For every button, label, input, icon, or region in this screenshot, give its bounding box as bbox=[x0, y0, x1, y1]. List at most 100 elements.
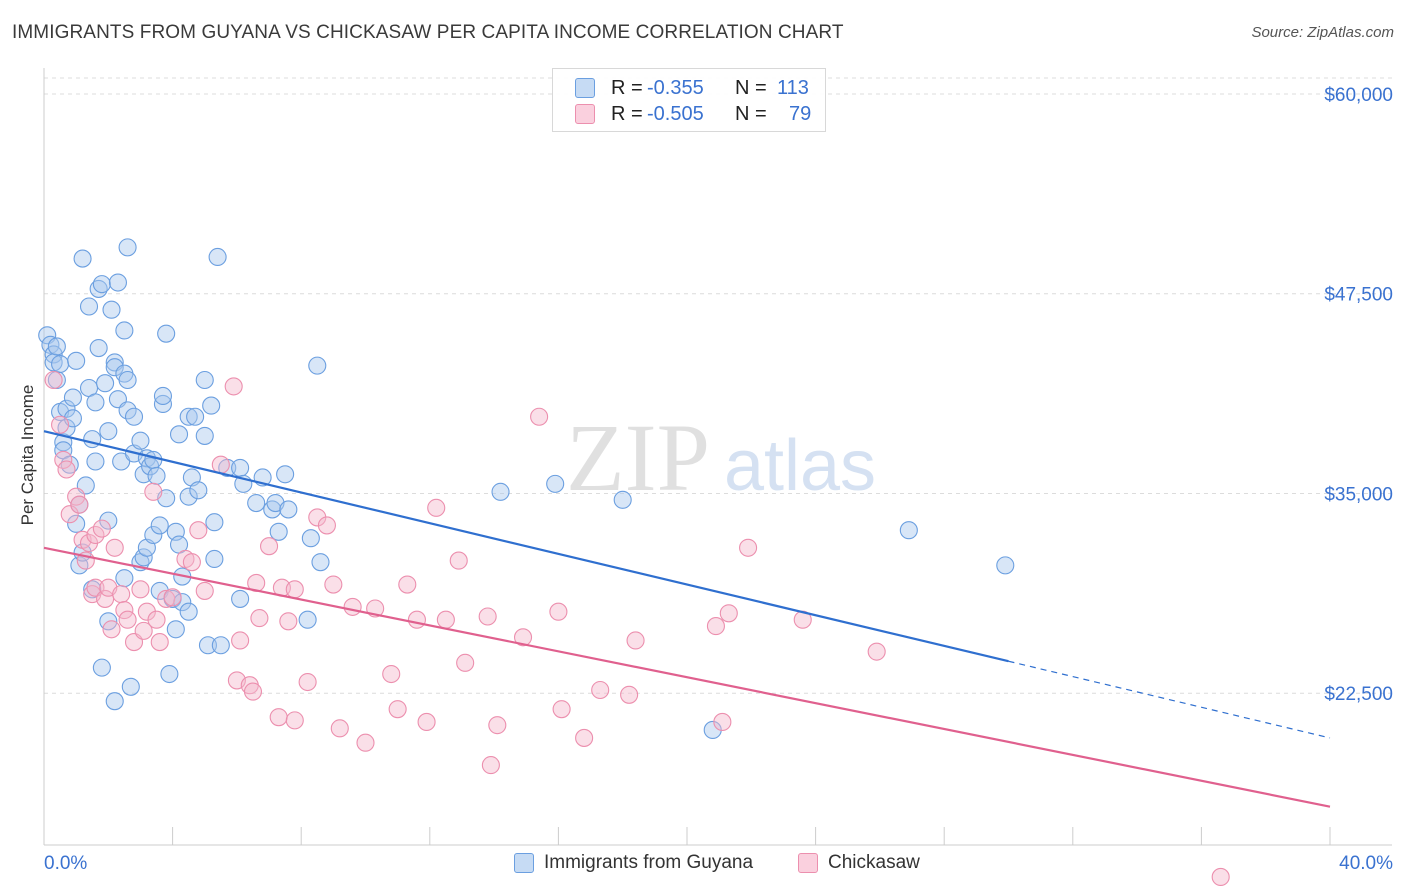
watermark: ZIP atlas bbox=[566, 404, 876, 511]
point-0-20 bbox=[73, 249, 92, 268]
point-1-61 bbox=[427, 498, 446, 517]
point-1-52 bbox=[330, 719, 349, 738]
legend-n-label: N = bbox=[735, 102, 767, 125]
point-0-100 bbox=[279, 500, 298, 519]
legend-swatch-guyana bbox=[575, 78, 595, 98]
point-1-26 bbox=[147, 610, 166, 629]
point-1-75 bbox=[626, 631, 645, 650]
bottom-legend-chickasaw: Chickasaw bbox=[798, 852, 920, 874]
chart-title: IMMIGRANTS FROM GUYANA VS CHICKASAW PER … bbox=[12, 22, 844, 43]
point-0-48 bbox=[118, 238, 137, 257]
point-0-67 bbox=[157, 324, 176, 343]
point-0-13 bbox=[63, 388, 82, 407]
point-1-76 bbox=[706, 617, 725, 636]
point-1-46 bbox=[285, 711, 304, 730]
point-0-4 bbox=[47, 337, 66, 356]
y-tick-labels: $22,500 $35,000 $47,500 $60,000 bbox=[1324, 85, 1393, 705]
point-1-56 bbox=[382, 664, 401, 684]
legend-r-value: -0.355 bbox=[647, 76, 704, 99]
point-0-1 bbox=[41, 335, 60, 354]
point-1-70 bbox=[552, 700, 571, 719]
point-1-58 bbox=[398, 575, 417, 594]
point-0-71 bbox=[166, 620, 185, 639]
legend-row-chickasaw: R = -0.505 N = 79 bbox=[575, 102, 811, 126]
point-0-106 bbox=[546, 474, 565, 493]
point-1-48 bbox=[298, 672, 317, 692]
point-0-98 bbox=[269, 522, 288, 541]
point-0-81 bbox=[189, 481, 208, 500]
point-0-33 bbox=[99, 422, 118, 441]
point-1-62 bbox=[436, 610, 455, 629]
point-1-11 bbox=[86, 525, 105, 545]
point-0-50 bbox=[124, 407, 144, 426]
axes bbox=[43, 68, 1392, 846]
point-1-53 bbox=[343, 597, 362, 616]
point-1-6 bbox=[70, 495, 89, 514]
point-0-91 bbox=[231, 589, 250, 608]
point-0-83 bbox=[195, 426, 214, 445]
point-1-51 bbox=[324, 575, 343, 594]
point-0-52 bbox=[131, 431, 150, 450]
watermark-atlas: atlas bbox=[724, 426, 876, 506]
point-0-77 bbox=[179, 602, 198, 621]
point-0-32 bbox=[96, 374, 115, 393]
bottom-legend-label-chickasaw: Chickasaw bbox=[828, 852, 920, 873]
point-0-104 bbox=[311, 553, 330, 572]
point-0-15 bbox=[67, 351, 86, 370]
trend-line-1 bbox=[43, 546, 1331, 808]
point-0-73 bbox=[169, 425, 189, 444]
point-0-101 bbox=[298, 610, 317, 629]
point-0-49 bbox=[121, 677, 140, 696]
y-tick-label-3: $60,000 bbox=[1324, 85, 1393, 106]
trend-line-dashed-0 bbox=[1008, 660, 1331, 739]
legend-r-label: R = bbox=[611, 76, 643, 99]
point-1-66 bbox=[481, 756, 500, 775]
point-1-69 bbox=[530, 407, 549, 426]
point-0-28 bbox=[89, 338, 108, 358]
x-tick-labels: 0.0% 40.0% bbox=[44, 853, 1393, 874]
point-0-43 bbox=[115, 321, 134, 340]
point-1-27 bbox=[150, 633, 169, 652]
point-1-59 bbox=[407, 610, 426, 629]
point-1-3 bbox=[57, 460, 76, 479]
point-0-60 bbox=[144, 450, 163, 469]
point-0-36 bbox=[102, 300, 121, 319]
point-0-102 bbox=[301, 529, 320, 548]
data-points bbox=[38, 238, 1230, 887]
point-0-11 bbox=[57, 399, 76, 418]
point-1-50 bbox=[317, 516, 336, 535]
point-1-77 bbox=[713, 712, 732, 732]
point-0-16 bbox=[67, 514, 86, 533]
point-1-13 bbox=[92, 519, 111, 538]
point-1-20 bbox=[118, 610, 137, 629]
legend-n-value: 113 bbox=[777, 76, 809, 99]
point-1-32 bbox=[189, 521, 208, 540]
point-1-0 bbox=[44, 370, 63, 390]
point-1-79 bbox=[739, 538, 758, 557]
legend-swatch-chickasaw bbox=[575, 104, 595, 124]
point-0-109 bbox=[899, 521, 918, 540]
legend-r-label: R = bbox=[611, 102, 643, 125]
point-1-35 bbox=[224, 377, 243, 396]
legend: R = -0.355 N = 113 R = -0.505 N = 79 bbox=[552, 68, 826, 132]
point-0-47 bbox=[118, 401, 137, 420]
x-tick-label-0: 0.0% bbox=[44, 853, 87, 874]
point-0-42 bbox=[112, 452, 131, 471]
point-0-23 bbox=[79, 297, 99, 316]
point-1-78 bbox=[719, 604, 738, 623]
point-0-30 bbox=[92, 275, 111, 294]
point-1-64 bbox=[456, 653, 475, 672]
point-0-80 bbox=[186, 407, 205, 426]
point-1-81 bbox=[867, 642, 886, 661]
point-1-65 bbox=[478, 607, 497, 626]
point-0-99 bbox=[276, 465, 295, 484]
point-0-55 bbox=[134, 548, 153, 567]
point-1-72 bbox=[575, 728, 594, 747]
point-0-41 bbox=[108, 273, 127, 292]
point-1-60 bbox=[417, 712, 436, 732]
point-1-73 bbox=[591, 680, 610, 700]
point-0-86 bbox=[205, 513, 224, 532]
point-0-31 bbox=[92, 658, 111, 677]
trend-line-0 bbox=[43, 430, 1009, 663]
chart-source: Source: ZipAtlas.com bbox=[1251, 24, 1394, 41]
